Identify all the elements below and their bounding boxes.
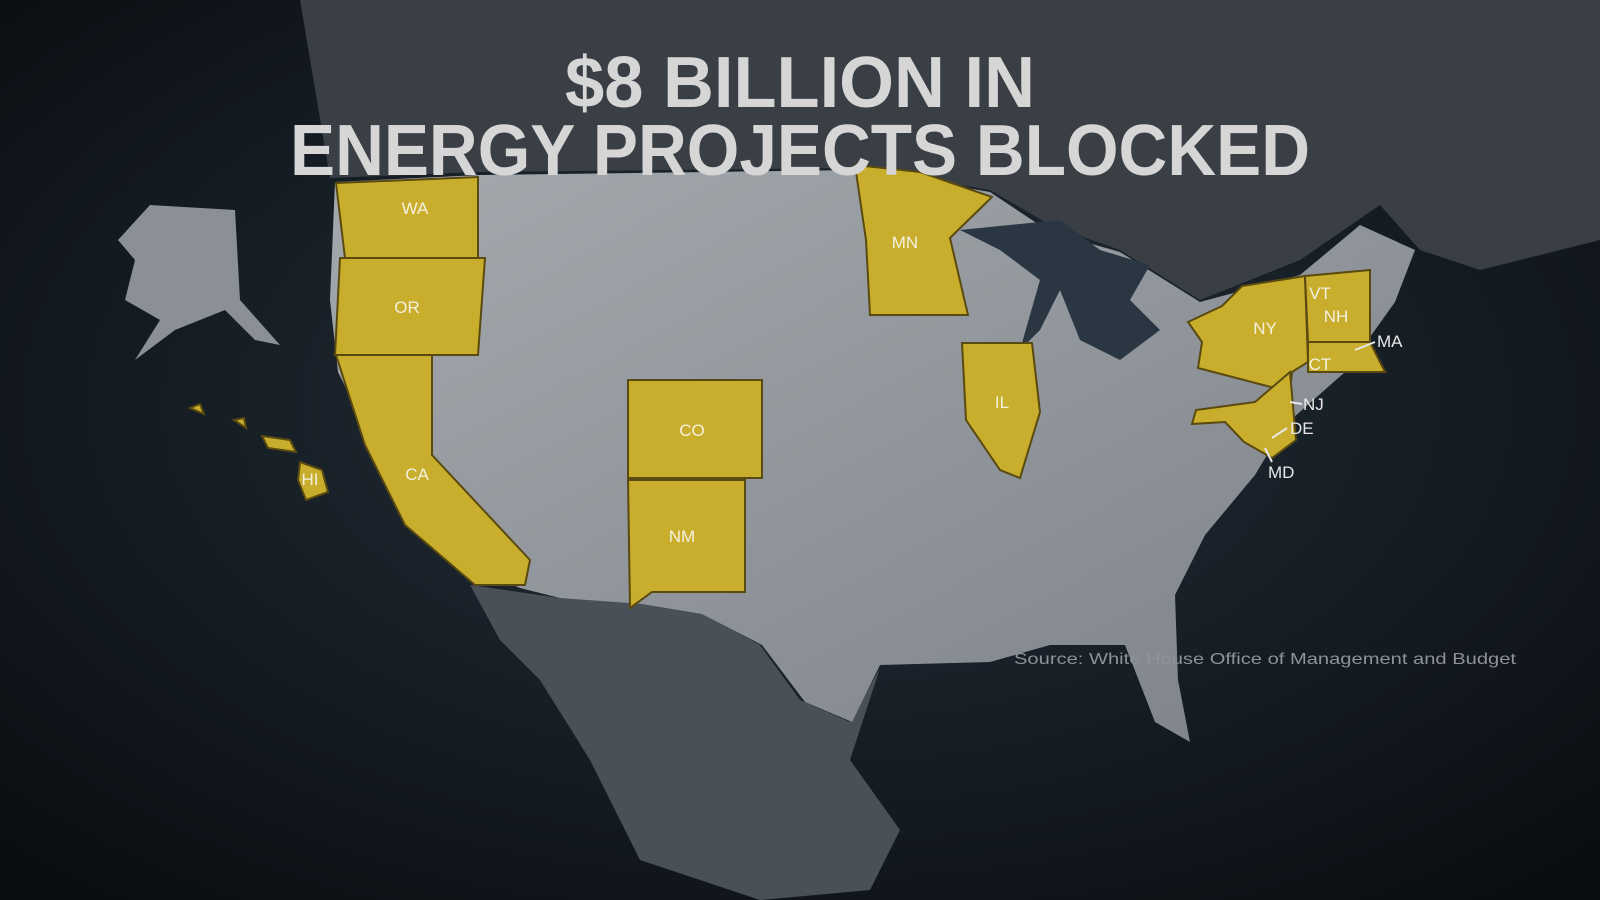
state-mn — [853, 163, 994, 316]
state-nm — [626, 479, 746, 610]
alaska — [118, 205, 280, 360]
state-or — [333, 257, 487, 356]
state-vt-nh — [1303, 268, 1371, 343]
label-ny: NY — [1253, 319, 1277, 338]
headline-line-1: $8 BILLION IN — [565, 43, 1035, 123]
label-de: DE — [1290, 419, 1314, 438]
headline-line-2: ENERGY PROJECTS BLOCKED — [290, 111, 1310, 191]
label-vt: VT — [1309, 284, 1331, 303]
state-ma-ct — [1307, 341, 1387, 373]
label-mn: MN — [892, 233, 918, 252]
label-hi: HI — [302, 470, 319, 489]
label-leaders — [1264, 341, 1376, 463]
label-nh: NH — [1324, 307, 1349, 326]
great-lakes — [960, 220, 1160, 360]
canada — [300, 0, 1600, 300]
label-or: OR — [394, 298, 420, 317]
state-ny — [1186, 274, 1310, 394]
highlighted-states — [187, 163, 1387, 610]
state-hi — [187, 402, 330, 502]
label-nj: NJ — [1303, 395, 1324, 414]
label-nm: NM — [669, 527, 695, 546]
source-credit: Source: White House Office of Management… — [1014, 651, 1517, 668]
mexico — [470, 585, 900, 900]
label-md: MD — [1268, 463, 1294, 482]
label-co: CO — [679, 421, 705, 440]
label-il: IL — [995, 393, 1009, 412]
label-ct: CT — [1309, 355, 1332, 374]
label-ma: MA — [1377, 332, 1403, 351]
label-ca: CA — [405, 465, 429, 484]
label-wa: WA — [402, 199, 429, 218]
state-ca — [334, 354, 532, 586]
us-mainland — [330, 170, 1415, 742]
state-il — [960, 342, 1042, 480]
state-co — [627, 379, 763, 479]
state-nj-md-de — [1190, 369, 1298, 460]
